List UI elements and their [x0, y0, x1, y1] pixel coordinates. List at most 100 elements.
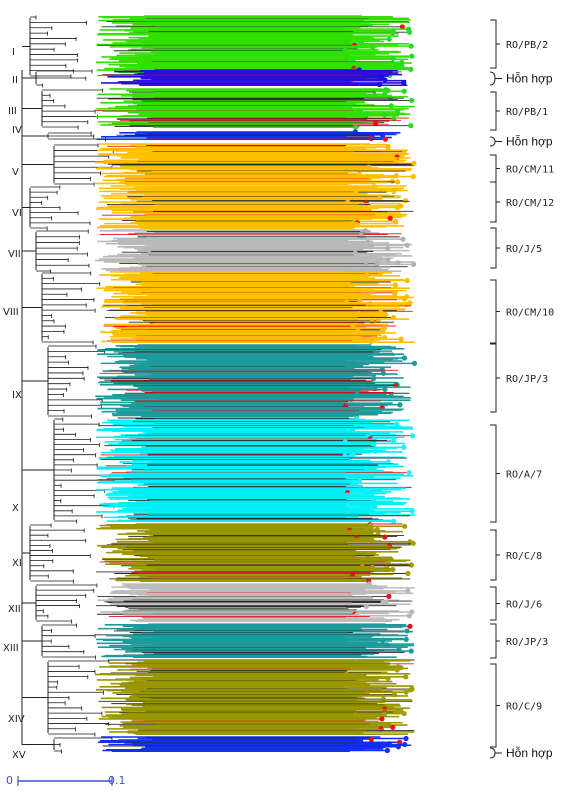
leaf-tip [408, 66, 414, 72]
leaf-tip [405, 588, 411, 594]
leaf-tip [405, 570, 411, 577]
leaf-tip [379, 132, 386, 138]
leaf-tip [389, 178, 395, 184]
clade-label: XII [8, 604, 21, 615]
group-label: Hỗn hợp [506, 745, 553, 760]
group-bracket: RO/PB/1 [490, 91, 548, 131]
leaf-tip [408, 123, 414, 129]
leaf-tip [382, 386, 388, 393]
leaf-tip [382, 136, 389, 142]
bracket-line [489, 136, 496, 147]
bracket-line [490, 227, 497, 269]
bracket-line [490, 623, 497, 659]
leaf-tip [356, 477, 363, 483]
leaf-tip [392, 282, 398, 288]
leaf-tip [401, 710, 407, 717]
clade-XIII [22, 623, 415, 660]
group-label: RO/PB/1 [506, 107, 548, 118]
clade-III [22, 87, 415, 130]
bracket-line [490, 154, 497, 183]
group-label: RO/C/8 [506, 551, 542, 562]
leaf-tip [390, 724, 396, 730]
leaf-tip [387, 215, 393, 221]
leaf-tip [404, 242, 410, 248]
clade-label: VIII [3, 307, 19, 318]
leaf-tip [403, 636, 409, 643]
bracket-line [489, 71, 496, 86]
leaf-tip [385, 675, 391, 681]
leaf-tip [385, 144, 391, 150]
bracket-line [490, 181, 497, 223]
group-bracket: Hỗn hợp [489, 71, 553, 86]
group-label: RO/CM/12 [506, 198, 554, 209]
group-bracket: RO/C/9 [490, 663, 542, 748]
group-label: RO/JP/3 [506, 374, 548, 385]
clade-label: II [12, 75, 18, 86]
bracket-line [490, 91, 497, 131]
clade-XII [22, 581, 415, 624]
clade-VI [22, 184, 414, 231]
group-bracket: RO/C/8 [490, 529, 542, 581]
bracket-line [490, 343, 497, 413]
leaf-tip [353, 124, 359, 130]
group-bracket: RO/PB/2 [490, 19, 548, 69]
clade-label: XV [12, 750, 26, 761]
clade-label: IX [12, 390, 22, 401]
leaf-tip [363, 603, 369, 610]
group-brackets: RO/PB/2 Hỗn hợp RO/PB/1 Hỗn hợp RO/CM/11 RO/C… [489, 19, 554, 760]
leaf-tip [409, 97, 415, 104]
leaf-tip [406, 29, 413, 35]
leaf-tip [409, 433, 416, 439]
leaf-tip [409, 508, 415, 514]
leaf-tip [401, 444, 407, 450]
group-bracket: Hỗn hợp [489, 745, 553, 760]
scale-bar: 0 0.1 [6, 774, 126, 787]
leaf-tip [398, 336, 404, 342]
leaf-tip [407, 623, 413, 629]
clade-II [22, 67, 408, 88]
leaf-tip [408, 43, 414, 49]
group-label: RO/J/5 [506, 244, 542, 255]
leaf-tip [406, 470, 412, 476]
leaf-tip [409, 609, 415, 615]
group-label: Hỗn hợp [506, 71, 553, 86]
clade-VII [22, 228, 417, 274]
clade-XIV [22, 659, 415, 737]
bracket-line [490, 663, 497, 748]
leaf-tip [391, 518, 397, 524]
leaf-tip [392, 218, 399, 224]
leaf-tip [369, 318, 375, 324]
leaf-tip [408, 648, 414, 654]
leaf-tip [411, 360, 418, 366]
leaf-tip [403, 735, 409, 742]
clade-XI [22, 522, 416, 584]
group-bracket: RO/J/5 [490, 227, 542, 269]
leaf-tip [394, 667, 400, 673]
group-bracket: RO/JP/3 [490, 623, 548, 659]
leaf-tip [379, 716, 385, 722]
group-label: RO/A/7 [506, 470, 542, 481]
leaf-tip [402, 523, 408, 529]
group-label: RO/CM/10 [506, 308, 554, 319]
leaf-tip [402, 197, 409, 204]
leaf-tip [400, 236, 406, 242]
clade-VIII [22, 271, 415, 345]
scale-bar-start-label: 0 [6, 774, 13, 787]
leaf-tip [397, 739, 403, 745]
clade-label: XIV [8, 714, 25, 725]
clade-label: XI [12, 558, 22, 569]
leaf-tip [409, 53, 415, 59]
leaf-tip [387, 94, 393, 101]
clade-label: VII [8, 249, 21, 260]
leaf-tip [391, 188, 397, 194]
leaf-tip [397, 402, 403, 408]
leaf-tip [401, 80, 407, 86]
leaf-tip [368, 736, 374, 742]
group-label: RO/J/6 [506, 600, 542, 611]
clade-label: X [12, 503, 19, 514]
leaf-tip [410, 540, 416, 546]
group-bracket: RO/J/6 [490, 586, 542, 621]
leaf-tip [394, 204, 401, 211]
leaf-tip [394, 421, 400, 427]
